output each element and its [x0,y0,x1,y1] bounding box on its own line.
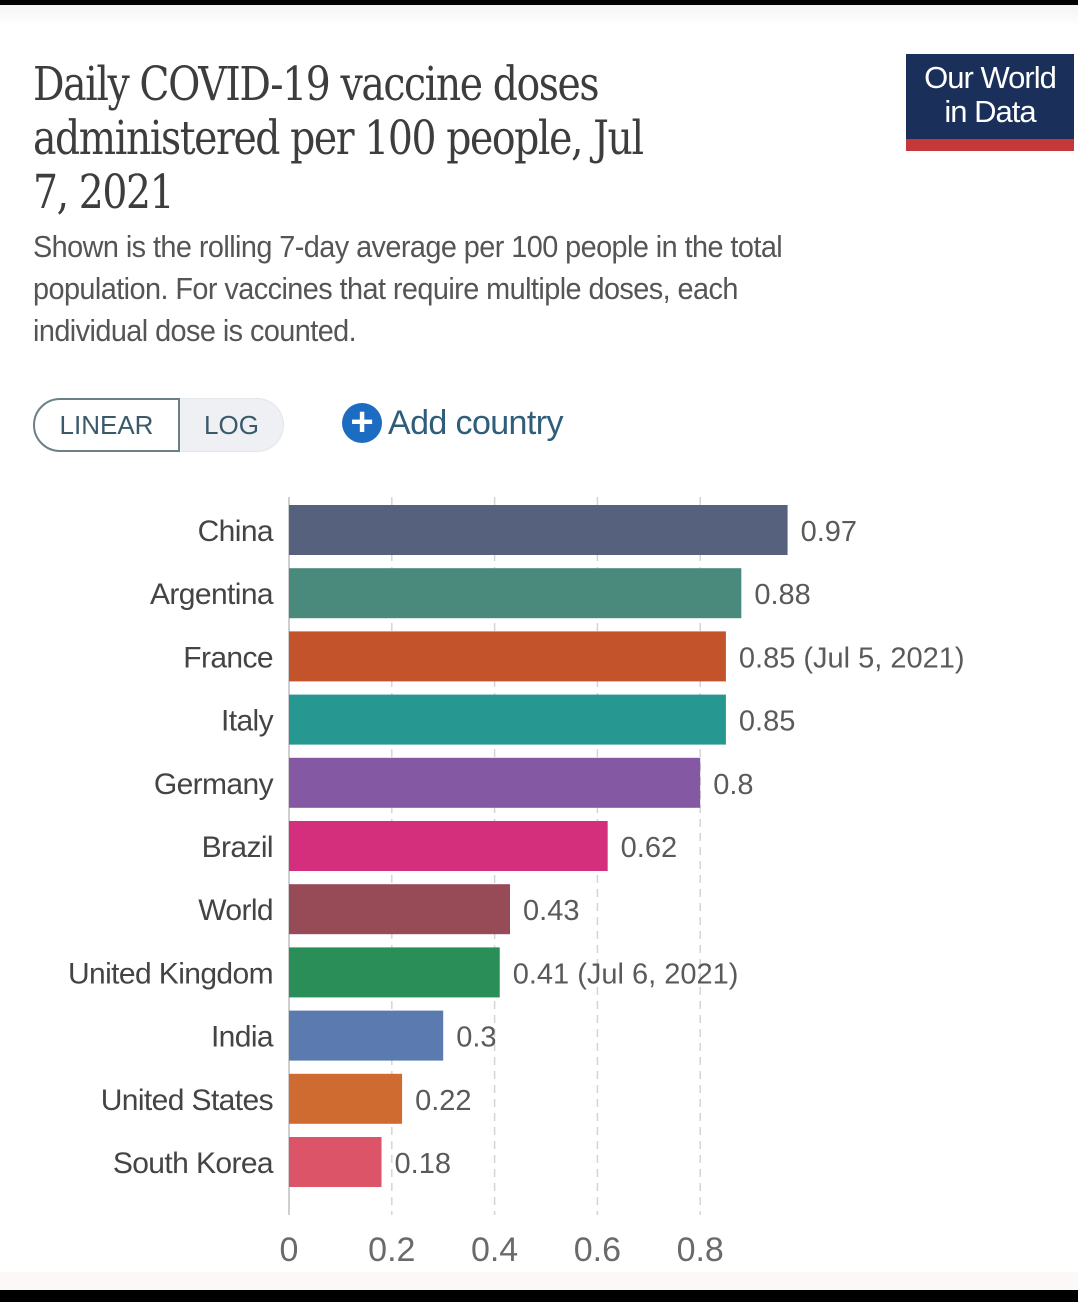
value-label: 0.88 [754,579,810,611]
bar[interactable] [289,568,742,619]
value-label: 0.85 [739,706,795,738]
value-labels: 0.97 0.88 0.85 (Jul 5, 2021) 0.85 0.8 0.62 0.4… [395,516,965,1180]
x-axis-tick-labels: 0 0.2 0.4 0.6 0.8 [280,1231,724,1269]
subtitle-line-3: individual dose is counted. [33,313,357,348]
bar[interactable] [289,1073,403,1124]
value-label: 0.18 [395,1148,451,1180]
logo-stripe [906,139,1074,151]
country-label: Italy [221,705,274,738]
bar[interactable] [289,884,511,935]
country-label: South Korea [113,1147,274,1180]
x-tick-label: 0 [280,1231,299,1269]
logo-text: Our World in Data [906,54,1074,129]
logo-line-2: in Data [944,94,1036,129]
bar[interactable] [289,947,500,998]
bottom-border [0,1290,1078,1302]
x-tick-label: 0.6 [574,1231,621,1269]
plus-circle-icon: + [342,402,382,443]
top-shade [0,5,1078,27]
country-label: China [198,515,274,548]
country-label: Brazil [202,831,273,864]
subtitle-line-2: population. For vaccines that require mu… [33,271,738,306]
logo-line-1: Our World [924,60,1057,95]
country-label: France [183,641,273,674]
linear-scale-button[interactable]: LINEAR [33,398,180,452]
title-line-3: 7, 2021 [33,165,175,220]
country-label: Argentina [150,578,274,611]
add-country-label: Add country [388,403,563,442]
value-label: 0.97 [801,516,857,548]
log-scale-button[interactable]: LOG [180,398,284,452]
value-label: 0.41 (Jul 6, 2021) [513,958,739,990]
bar[interactable] [289,757,701,808]
bar-chart: China Argentina France Italy Germany Brazil Wo… [68,497,965,1269]
subtitle-line-1: Shown is the rolling 7-day average per 1… [33,229,783,264]
country-label: World [198,894,273,927]
country-labels: China Argentina France Italy Germany Brazil Wo… [68,515,275,1180]
title-line-1: Daily COVID-19 vaccine doses [33,57,600,112]
chart-subtitle: Shown is the rolling 7-day average per 1… [33,226,926,352]
bar[interactable] [289,1010,444,1061]
value-label: 0.43 [523,895,579,927]
bar[interactable] [289,631,726,682]
chart-title: Daily COVID-19 vaccine doses administere… [33,58,805,220]
x-tick-label: 0.4 [471,1231,518,1269]
value-label: 0.62 [621,832,677,864]
top-border [0,0,1078,5]
value-label: 0.22 [415,1085,471,1117]
add-country-button[interactable]: + Add country [342,400,563,446]
country-label: United Kingdom [68,957,273,990]
bar[interactable] [289,1137,382,1187]
x-tick-label: 0.2 [368,1231,415,1269]
bar[interactable] [289,694,726,745]
owid-logo[interactable]: Our World in Data [906,54,1074,151]
x-tick-label: 0.8 [677,1231,724,1269]
bottom-shade [0,1272,1078,1290]
bar[interactable] [289,505,788,555]
country-label: India [211,1021,274,1054]
title-line-2: administered per 100 people, Jul [33,111,644,166]
value-label: 0.8 [713,769,753,801]
bars [289,505,788,1187]
country-label: Germany [154,768,274,801]
bar[interactable] [289,821,608,871]
value-label: 0.3 [456,1022,496,1054]
scale-toggle: LINEAR LOG [33,398,284,452]
country-label: United States [101,1084,273,1117]
value-label: 0.85 (Jul 5, 2021) [739,642,965,674]
